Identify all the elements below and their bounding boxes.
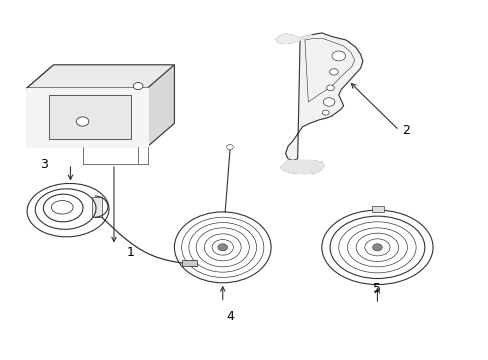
- Circle shape: [212, 239, 233, 255]
- Circle shape: [188, 222, 256, 272]
- Circle shape: [331, 51, 345, 61]
- Ellipse shape: [355, 233, 398, 261]
- Circle shape: [181, 217, 264, 278]
- Circle shape: [204, 234, 241, 261]
- Bar: [371, 206, 383, 212]
- Circle shape: [226, 145, 233, 149]
- Polygon shape: [147, 65, 174, 146]
- Circle shape: [323, 98, 334, 106]
- Polygon shape: [280, 161, 324, 174]
- Bar: [92, 197, 102, 216]
- Bar: [49, 95, 131, 139]
- Circle shape: [329, 69, 338, 75]
- Polygon shape: [285, 33, 362, 161]
- Text: 3: 3: [40, 158, 48, 171]
- Polygon shape: [27, 65, 174, 88]
- Circle shape: [174, 212, 270, 283]
- Ellipse shape: [338, 222, 415, 273]
- Polygon shape: [27, 88, 147, 146]
- Circle shape: [326, 85, 334, 91]
- Text: 2: 2: [402, 124, 409, 137]
- Circle shape: [372, 244, 382, 251]
- Circle shape: [218, 244, 227, 251]
- Bar: [321, 243, 330, 252]
- Circle shape: [133, 82, 142, 90]
- Ellipse shape: [321, 210, 432, 284]
- Ellipse shape: [364, 239, 389, 256]
- Bar: [181, 260, 197, 266]
- Circle shape: [196, 228, 249, 267]
- Circle shape: [322, 110, 328, 115]
- Polygon shape: [275, 34, 311, 44]
- Ellipse shape: [329, 216, 424, 279]
- Text: 4: 4: [225, 310, 233, 323]
- Text: 1: 1: [127, 246, 135, 259]
- Ellipse shape: [347, 228, 407, 267]
- Ellipse shape: [51, 201, 73, 214]
- Text: 5: 5: [373, 282, 381, 294]
- Circle shape: [76, 117, 89, 126]
